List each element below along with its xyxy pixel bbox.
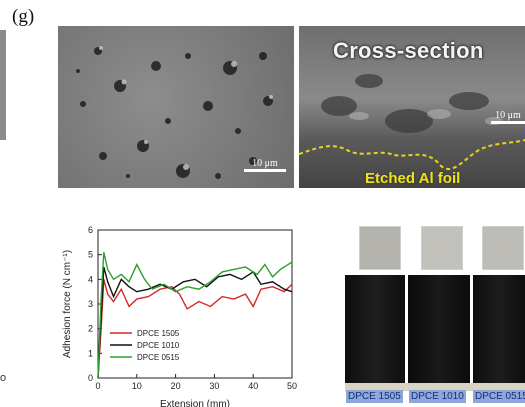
legend-label: DPCE 1010 <box>137 341 180 350</box>
photo-bottom-strip <box>345 383 525 391</box>
x-tick-label: 0 <box>95 381 100 391</box>
photo-1505-electrode <box>345 275 405 385</box>
y-tick-label: 5 <box>88 250 93 260</box>
left-edge-gray-image <box>0 30 6 140</box>
y-tick-label: 1 <box>88 348 93 358</box>
y-axis-label: Adhesion force (N cm⁻¹) <box>62 250 73 358</box>
photo-label-1505: DPCE 1505 <box>346 390 403 403</box>
sem-surface-scale-label: 10 μm <box>252 158 278 169</box>
photo-0515-electrode <box>473 275 525 385</box>
x-tick-label: 50 <box>287 381 297 391</box>
sem-surface-image: 10 μm <box>58 26 294 188</box>
sem-cross-section-scale-bar <box>491 121 525 124</box>
sem-surface-scale: 10 μm <box>244 158 286 172</box>
photo-1010-electrode <box>408 275 470 385</box>
photo-1505-top-strip <box>359 226 401 270</box>
x-tick-label: 30 <box>209 381 219 391</box>
series-lines <box>97 252 293 379</box>
x-axis-label: Extension (mm) <box>160 399 230 407</box>
x-tick-label: 10 <box>132 381 142 391</box>
cross-section-title: Cross-section <box>333 38 484 63</box>
y-tick-label: 4 <box>88 274 93 284</box>
sem-cross-section-image: Cross-section 10 μm Etched Al foil <box>299 26 525 188</box>
photo-label-1010: DPCE 1010 <box>409 390 466 403</box>
series-line-0 <box>97 279 293 379</box>
photo-label-0515: DPCE 0515 <box>473 390 525 403</box>
panel-label: (g) <box>12 6 35 27</box>
series-line-2 <box>97 252 293 379</box>
y-tick-label: 6 <box>88 225 93 235</box>
legend: DPCE 1505 DPCE 1010 DPCE 0515 <box>110 329 180 362</box>
y-tick-label: 0 <box>88 373 93 383</box>
x-tick-label: 40 <box>248 381 258 391</box>
y-tick-label: 2 <box>88 324 93 334</box>
sem-surface-scale-bar <box>244 169 286 172</box>
legend-label: DPCE 1505 <box>137 329 180 338</box>
photo-0515-top-strip <box>482 226 524 270</box>
y-axis-ticks: 0 1 2 3 4 5 6 <box>88 225 102 383</box>
etched-al-foil-label: Etched Al foil <box>365 170 461 187</box>
left-edge-fragment-letter: o <box>0 372 7 384</box>
photo-1010-top-strip <box>421 226 463 270</box>
x-axis-ticks: 0 10 20 30 40 50 <box>95 374 297 391</box>
sem-cross-section-scale: 10 μm <box>491 110 525 124</box>
series-line-1 <box>97 266 293 379</box>
sem-cross-section-texture <box>299 74 525 170</box>
sem-surface-texture <box>76 46 273 179</box>
y-tick-label: 3 <box>88 299 93 309</box>
legend-label: DPCE 0515 <box>137 353 180 362</box>
sem-cross-section-scale-label: 10 μm <box>495 110 521 121</box>
x-tick-label: 20 <box>171 381 181 391</box>
